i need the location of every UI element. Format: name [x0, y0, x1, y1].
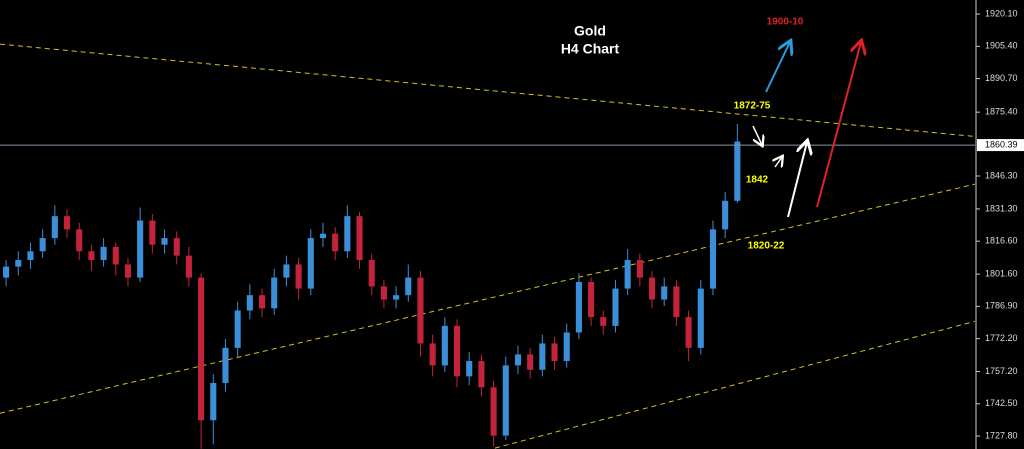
candle-body	[222, 347, 229, 383]
plot-area	[0, 43, 975, 449]
y-tick-label: 1831.30	[985, 203, 1018, 213]
candle-body	[575, 281, 582, 333]
candle-body	[100, 246, 107, 261]
arrow	[752, 125, 762, 145]
candle-body	[51, 216, 58, 239]
candle-body	[380, 286, 387, 300]
candle-body	[539, 343, 546, 370]
candle-body	[697, 288, 704, 348]
candle-body	[441, 325, 448, 366]
candle-body	[527, 354, 534, 370]
arrow	[816, 42, 861, 208]
candle-body	[563, 332, 570, 361]
y-tick-label: 1727.80	[985, 430, 1018, 440]
candle-body	[393, 295, 400, 300]
y-tick-label: 1742.50	[985, 398, 1018, 408]
annotation: 1842	[746, 175, 769, 186]
candle-body	[307, 238, 314, 289]
arrow	[787, 142, 807, 218]
candle-body	[344, 216, 351, 252]
candle-body	[685, 317, 692, 348]
candle-body	[63, 216, 71, 230]
candle-body	[588, 281, 595, 318]
candle-body	[368, 260, 375, 287]
candle-body	[466, 360, 473, 377]
candle-body	[271, 277, 278, 309]
chart-title: Gold	[574, 23, 606, 39]
candle-body	[356, 216, 363, 261]
candle-body	[149, 220, 156, 245]
candle-body	[478, 360, 485, 388]
annotation: 1820-22	[748, 241, 785, 252]
candle-body	[295, 264, 302, 289]
candle-body	[429, 343, 436, 366]
trend-line	[494, 320, 975, 449]
candle-body	[600, 317, 607, 326]
candle-body	[15, 260, 22, 267]
candle-body	[502, 365, 509, 436]
candle-body	[246, 295, 253, 311]
y-tick-label: 1786.90	[985, 301, 1018, 311]
candle-body	[258, 295, 266, 309]
y-tick-label: 1757.20	[985, 366, 1018, 376]
price-label: 1860.39	[985, 139, 1018, 149]
y-tick-label: 1846.30	[985, 170, 1018, 180]
candle-body	[551, 343, 558, 361]
price-label-box	[977, 139, 1024, 152]
annotation: 1872-75	[734, 101, 771, 112]
y-tick-label: 1905.40	[985, 41, 1018, 51]
y-axis: 1920.10 1905.40 1890.70 1875.40 1846.30 1831.…	[976, 8, 1024, 440]
candle-body	[624, 260, 631, 289]
y-tick-label: 1772.20	[985, 333, 1018, 343]
candle-body	[648, 277, 656, 300]
candle-body	[453, 325, 461, 377]
candle-body	[210, 382, 217, 421]
candle-body	[88, 251, 95, 261]
candle-body	[490, 387, 497, 436]
candle-body	[405, 277, 412, 296]
candle-body	[161, 238, 168, 245]
candle-body	[283, 264, 290, 278]
candle-body	[417, 277, 424, 344]
candle-body	[319, 233, 327, 239]
trend-line	[0, 183, 975, 414]
candle-body	[673, 286, 680, 318]
candle-body	[185, 255, 192, 278]
candle-body	[612, 288, 619, 326]
candle-body	[722, 200, 729, 230]
candle-body	[636, 260, 643, 278]
y-tick-label: 1816.60	[985, 236, 1018, 246]
annotation: 1900-10	[767, 17, 804, 28]
candle-body	[76, 229, 83, 252]
candle-body	[514, 354, 522, 366]
candle-body	[124, 264, 132, 278]
candle-body	[198, 277, 205, 421]
candle-body	[332, 233, 339, 252]
candle-body	[39, 238, 46, 252]
chart-subtitle: H4 Chart	[561, 41, 620, 57]
arrow	[765, 42, 790, 93]
candle-body	[234, 310, 241, 348]
y-tick-label: 1920.10	[985, 8, 1018, 18]
candle-body	[734, 141, 741, 201]
candle-body	[173, 238, 180, 256]
y-tick-label: 1875.40	[985, 107, 1018, 117]
candle-body	[3, 266, 10, 278]
candle-body	[709, 229, 717, 289]
y-tick-label: 1801.60	[985, 268, 1018, 278]
candle-body	[27, 251, 34, 261]
candle-body	[661, 286, 668, 300]
arrow	[775, 157, 782, 167]
trend-line	[0, 43, 975, 137]
candle-body	[137, 220, 144, 278]
y-tick-label: 1890.70	[985, 73, 1018, 83]
candle-body	[112, 246, 119, 265]
